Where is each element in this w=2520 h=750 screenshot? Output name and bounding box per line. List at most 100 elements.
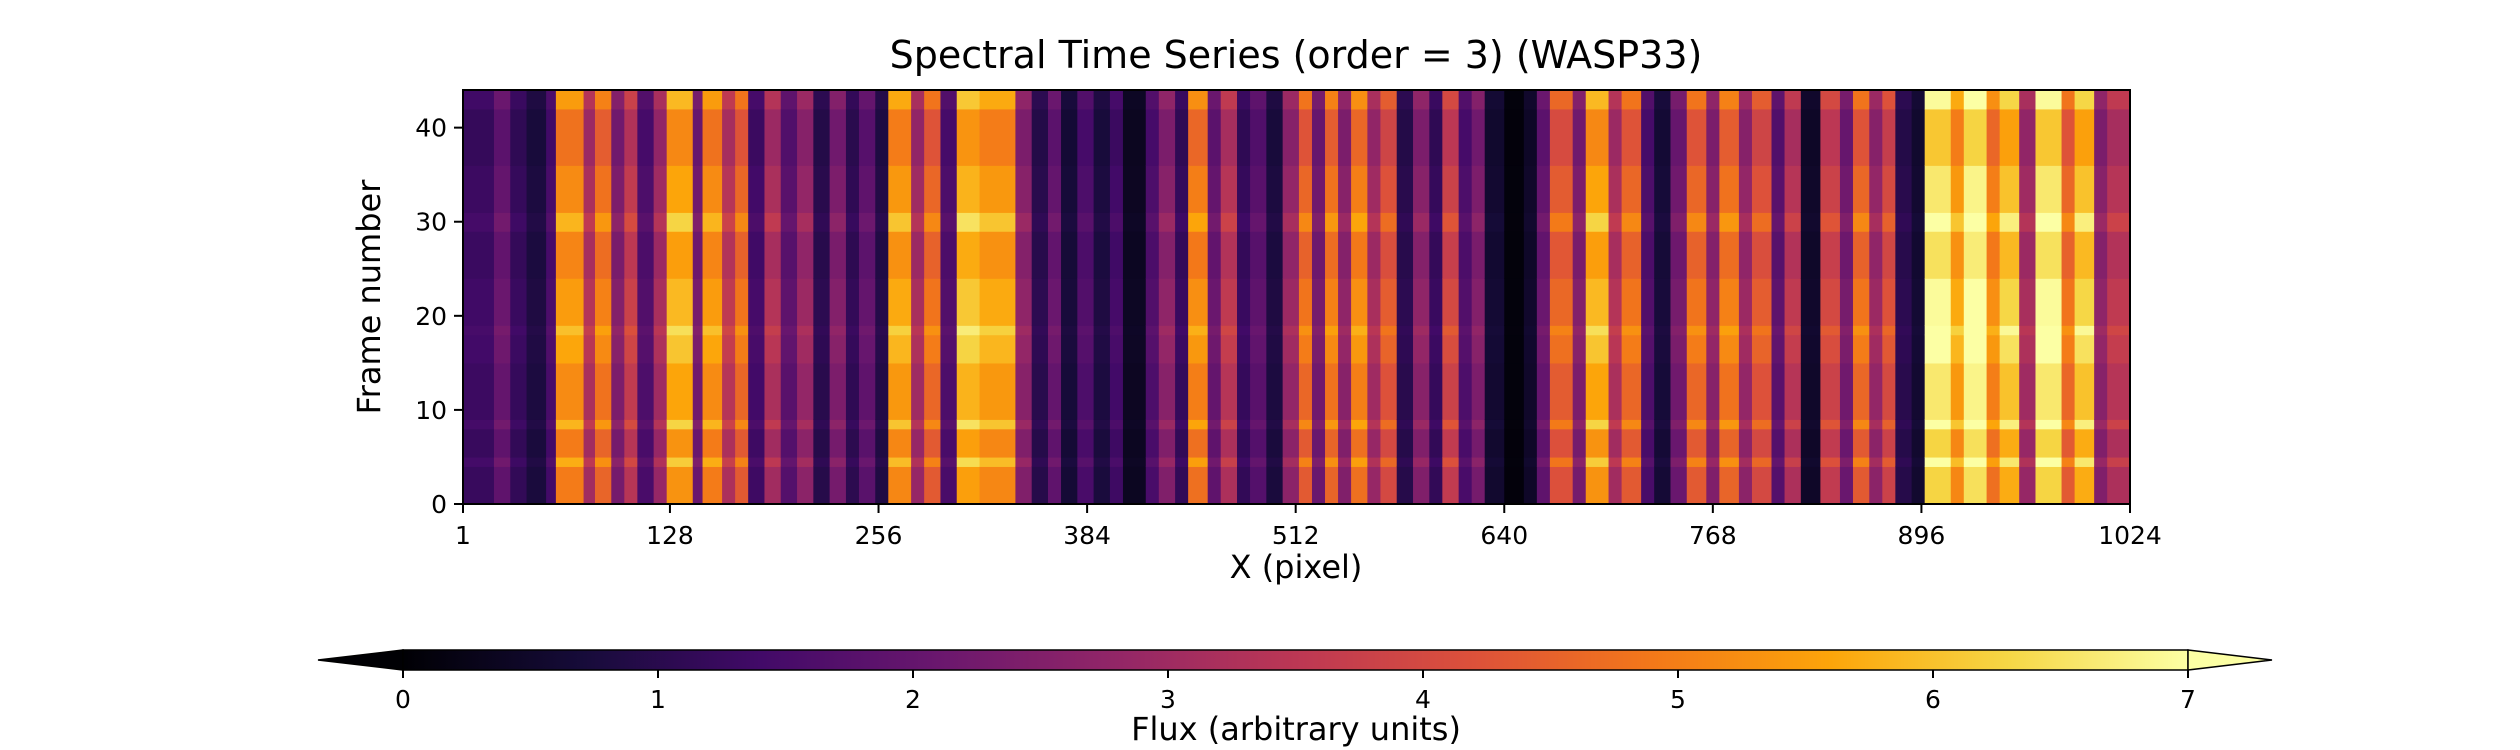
- heatmap-cell: [624, 466, 638, 504]
- heatmap-cell: [1549, 419, 1574, 430]
- heatmap-cell: [1986, 165, 2001, 213]
- heatmap-cell: [1015, 108, 1033, 166]
- heatmap-cell: [1077, 231, 1095, 279]
- heatmap-cell: [1963, 334, 1988, 364]
- heatmap-cell: [1429, 428, 1443, 458]
- heatmap-cell: [845, 278, 860, 326]
- heatmap-cell: [2019, 165, 2037, 213]
- heatmap-cell: [1706, 334, 1720, 364]
- heatmap-cell: [1015, 466, 1033, 504]
- heatmap-cell: [1572, 165, 1587, 213]
- heatmap-cell: [1608, 362, 1623, 420]
- heatmap-cell: [1820, 231, 1841, 279]
- heatmap-cell: [1536, 108, 1551, 166]
- heatmap-cell: [875, 212, 889, 232]
- heatmap-cell: [845, 212, 860, 232]
- heatmap-cell: [1549, 278, 1574, 326]
- heatmap-cell: [493, 325, 511, 336]
- heatmap-cell: [1367, 212, 1382, 232]
- heatmap-cell: [1048, 278, 1062, 326]
- heatmap-cell: [1031, 466, 1049, 504]
- heatmap-cell: [1484, 165, 1505, 213]
- heatmap-cell: [1077, 419, 1095, 430]
- heatmap-cell: [1869, 278, 1883, 326]
- heatmap-cell: [493, 108, 511, 166]
- heatmap-cell: [1237, 419, 1251, 430]
- heatmap-cell: [666, 278, 694, 326]
- heatmap-cell: [1911, 419, 1926, 430]
- heatmap-cell: [493, 165, 511, 213]
- heatmap-cell: [1895, 334, 1913, 364]
- heatmap-cell: [2094, 466, 2108, 504]
- heatmap-cell: [1484, 90, 1505, 110]
- colorbar-tick-label: 1: [650, 685, 666, 714]
- heatmap-cell: [829, 212, 847, 232]
- heatmap-cell: [1572, 278, 1587, 326]
- heatmap-cell: [583, 428, 596, 458]
- heatmap-cell: [1250, 108, 1267, 166]
- heatmap-cell: [1367, 325, 1382, 336]
- heatmap-cell: [702, 428, 723, 458]
- heatmap-cell: [956, 456, 981, 467]
- heatmap-cell: [1484, 108, 1505, 166]
- heatmap-cell: [1852, 362, 1870, 420]
- heatmap-cell: [940, 325, 958, 336]
- heatmap-cell: [1250, 456, 1267, 467]
- heatmap-cell: [1585, 419, 1610, 430]
- heatmap-cell: [858, 334, 876, 364]
- heatmap-cell: [1298, 278, 1313, 326]
- heatmap-cell: [510, 466, 528, 504]
- heatmap-cell: [1738, 165, 1753, 213]
- heatmap-cell: [875, 108, 889, 166]
- heatmap-cell: [722, 466, 736, 504]
- heatmap-cell: [1158, 456, 1176, 467]
- heatmap-cell: [780, 334, 798, 364]
- heatmap-cell: [1621, 466, 1642, 504]
- heatmap-cell: [924, 90, 942, 110]
- heatmap-cell: [702, 165, 723, 213]
- heatmap-cell: [1924, 325, 1952, 336]
- heatmap-cell: [463, 325, 495, 336]
- heatmap-cell: [924, 108, 942, 166]
- heatmap-cell: [1311, 90, 1326, 110]
- heatmap-cell: [813, 212, 831, 232]
- heatmap-cell: [1585, 108, 1610, 166]
- heatmap-cell: [1311, 212, 1326, 232]
- heatmap-cell: [1458, 212, 1473, 232]
- heatmap-cell: [748, 212, 766, 232]
- heatmap-cell: [1771, 278, 1786, 326]
- heatmap-cell: [624, 334, 638, 364]
- heatmap-cell: [813, 456, 831, 467]
- heatmap-cell: [1351, 108, 1368, 166]
- heatmap-cell: [1719, 212, 1740, 232]
- heatmap-cell: [1585, 231, 1610, 279]
- heatmap-cell: [666, 108, 694, 166]
- heatmap-cell: [1442, 466, 1460, 504]
- heatmap-cell: [1145, 325, 1160, 336]
- heatmap-cell: [722, 212, 736, 232]
- heatmap-cell: [1442, 428, 1460, 458]
- heatmap-cell: [1061, 325, 1078, 336]
- heatmap-cell: [1999, 419, 2020, 430]
- heatmap-cell: [2074, 165, 2095, 213]
- heatmap-cell: [1911, 108, 1926, 166]
- heatmap-cell: [653, 362, 668, 420]
- heatmap-cell: [1608, 428, 1623, 458]
- heatmap-cell: [735, 466, 749, 504]
- heatmap-cell: [1429, 108, 1443, 166]
- heatmap-cell: [624, 165, 638, 213]
- heatmap-cell: [1413, 466, 1430, 504]
- heatmap-cell: [1351, 325, 1368, 336]
- heatmap-cell: [624, 278, 638, 326]
- heatmap-cell: [1207, 212, 1222, 232]
- heatmap-cell: [735, 325, 749, 336]
- heatmap-cell: [764, 90, 782, 110]
- heatmap-cell: [1585, 165, 1610, 213]
- heatmap-cell: [1061, 231, 1078, 279]
- heatmap-cell: [940, 419, 958, 430]
- heatmap-cell: [924, 212, 942, 232]
- heatmap-cell: [1471, 456, 1486, 467]
- heatmap-cell: [1800, 165, 1821, 213]
- heatmap-cell: [2061, 231, 2076, 279]
- heatmap-cell: [1220, 419, 1238, 430]
